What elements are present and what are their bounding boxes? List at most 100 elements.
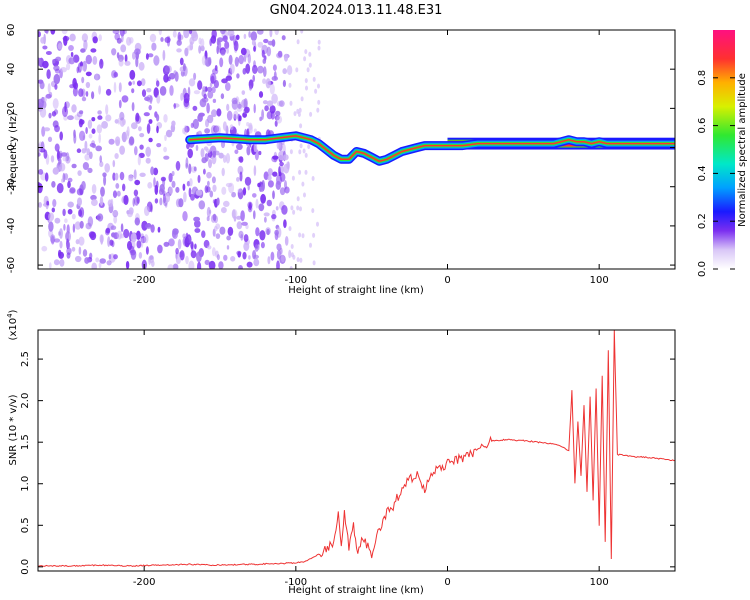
noise-speck: [305, 85, 308, 91]
noise-speck: [164, 36, 171, 44]
noise-speck: [76, 188, 83, 196]
noise-speck: [219, 226, 226, 235]
noise-speck: [258, 203, 265, 212]
noise-speck: [149, 33, 157, 43]
noise-speck: [191, 31, 199, 42]
noise-speck: [78, 246, 82, 255]
noise-speck: [236, 104, 243, 112]
noise-speck: [212, 68, 219, 75]
noise-speck: [206, 102, 210, 114]
noise-speck: [89, 151, 93, 160]
noise-speck: [226, 110, 233, 121]
noise-speck: [306, 67, 310, 73]
noise-speck: [195, 189, 203, 196]
noise-speck: [253, 103, 256, 114]
noise-speck: [299, 206, 302, 212]
noise-speck: [193, 216, 201, 222]
noise-speck: [229, 63, 235, 74]
spectrogram-y-ticks: -60 -40 -20 0 20 40 60: [6, 24, 675, 273]
noise-speck: [209, 38, 212, 47]
noise-speck: [82, 135, 86, 141]
noise-speck: [171, 170, 175, 177]
noise-speck: [193, 166, 197, 172]
noise-speck: [84, 153, 91, 161]
noise-speck: [40, 37, 46, 44]
noise-speck: [59, 162, 66, 172]
noise-speck: [226, 47, 230, 54]
noise-speck: [41, 245, 48, 252]
noise-speck: [183, 92, 190, 104]
noise-speck: [223, 254, 228, 261]
noise-speck: [183, 30, 190, 39]
noise-speck: [197, 80, 203, 91]
noise-speck: [168, 72, 176, 80]
noise-speck: [291, 175, 295, 181]
noise-speck: [204, 128, 211, 134]
noise-speck: [112, 209, 119, 218]
noise-speck: [140, 78, 146, 86]
noise-speck: [111, 48, 117, 56]
noise-speck: [266, 199, 272, 207]
noise-speck: [226, 245, 230, 250]
noise-speck: [79, 110, 84, 115]
noise-speck: [269, 30, 273, 38]
noise-speck: [229, 124, 234, 131]
noise-speck: [188, 163, 192, 175]
noise-speck: [128, 81, 132, 86]
noise-speck: [204, 259, 210, 266]
noise-speck: [252, 74, 255, 83]
noise-speck: [189, 178, 193, 187]
noise-speck: [92, 55, 98, 65]
noise-speck: [278, 171, 282, 177]
noise-speck: [316, 107, 320, 113]
noise-speck: [124, 60, 131, 66]
noise-speck: [53, 238, 61, 243]
noise-speck: [282, 79, 286, 88]
noise-speck: [157, 244, 163, 254]
noise-speck: [164, 65, 171, 73]
noise-speck: [203, 168, 206, 175]
noise-speck: [230, 255, 236, 262]
noise-speck: [45, 30, 49, 35]
noise-speck: [198, 200, 206, 210]
noise-speck: [61, 178, 64, 183]
noise-speck: [105, 227, 111, 234]
noise-speck: [51, 207, 55, 213]
noise-speck: [117, 117, 121, 125]
noise-speck: [252, 250, 257, 260]
noise-speck: [47, 83, 51, 94]
noise-speck: [153, 55, 160, 66]
noise-speck: [237, 188, 243, 193]
noise-speck: [225, 75, 232, 81]
noise-speck: [81, 180, 86, 191]
colorbar-ticks: 0.0 0.2 0.4 0.6 0.8: [697, 70, 735, 277]
noise-speck: [42, 60, 49, 69]
noise-speck: [99, 161, 104, 168]
noise-speck: [139, 144, 144, 150]
noise-speck: [193, 72, 197, 81]
noise-speck: [175, 247, 179, 255]
noise-speck: [146, 94, 153, 103]
noise-speck: [112, 190, 118, 198]
noise-speck: [246, 145, 251, 156]
noise-speck: [302, 148, 306, 154]
noise-speck: [163, 114, 168, 123]
noise-speck: [301, 181, 305, 187]
noise-speck: [51, 181, 56, 188]
noise-speck: [52, 59, 56, 64]
colorbar-tick-label: 0.0: [697, 261, 708, 277]
spectrogram-x-label: Height of straight line (km): [288, 285, 424, 296]
noise-speck: [145, 157, 151, 164]
noise-speck: [56, 183, 64, 194]
noise-speck: [87, 167, 93, 174]
noise-speck: [83, 39, 88, 51]
noise-speck: [131, 122, 138, 130]
noise-speck: [311, 208, 315, 214]
noise-speck: [135, 115, 142, 124]
noise-speck: [201, 55, 207, 66]
noise-speck: [80, 61, 83, 68]
noise-speck: [193, 90, 200, 95]
noise-speck: [266, 46, 272, 57]
noise-speck: [96, 124, 103, 134]
